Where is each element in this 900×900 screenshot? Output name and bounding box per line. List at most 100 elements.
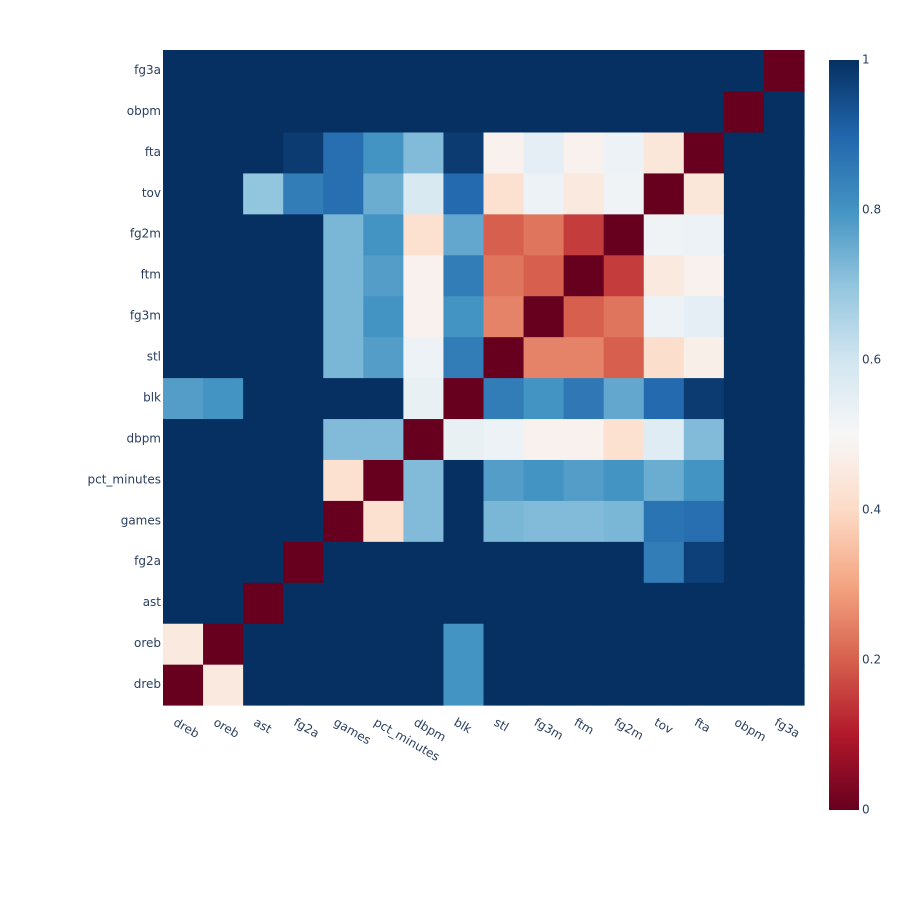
heatmap-cell-obpm-oreb xyxy=(203,90,244,133)
x-tick-label: tov xyxy=(652,715,676,737)
heatmap-cell-dbpm-fg3m xyxy=(523,418,565,460)
heatmap-cell-dreb-tov xyxy=(643,664,685,706)
heatmap-cell-games-ftm xyxy=(563,500,605,542)
heatmap-cell-oreb-games xyxy=(323,623,364,665)
heatmap-cell-pct_minutes-dbpm xyxy=(403,459,445,501)
heatmap-cell-tov-oreb xyxy=(203,172,244,215)
heatmap-cell-ftm-oreb xyxy=(203,254,244,297)
heatmap-cell-fg3m-tov xyxy=(643,295,685,338)
y-tick-label: blk xyxy=(143,390,161,404)
heatmap-cell-fg2a-blk xyxy=(443,541,485,583)
heatmap-cell-dreb-blk xyxy=(443,664,485,706)
heatmap-cell-fta-stl xyxy=(483,131,525,174)
heatmap-cell-obpm-ftm xyxy=(563,90,605,133)
heatmap-cell-fg2a-stl xyxy=(483,541,525,583)
heatmap-cell-ftm-fg2a xyxy=(283,254,324,297)
heatmap-cell-blk-tov xyxy=(643,377,685,420)
heatmap-cell-fg2a-tov xyxy=(643,541,685,583)
heatmap-cell-obpm-fg3m xyxy=(523,90,565,133)
heatmap-cell-fg3m-blk xyxy=(443,295,485,338)
heatmap-cell-pct_minutes-obpm xyxy=(723,459,765,501)
heatmap-cell-ftm-obpm xyxy=(723,254,765,297)
heatmap-cell-fg2m-pct_minutes xyxy=(363,213,404,256)
colorbar-tick-label: 0.2 xyxy=(862,653,881,667)
y-tick-label: games xyxy=(121,513,161,527)
heatmap-cell-blk-ast xyxy=(243,377,284,420)
heatmap-cell-fg3m-fg3a xyxy=(763,295,805,338)
heatmap-cell-pct_minutes-stl xyxy=(483,459,525,501)
heatmap-cell-stl-fta xyxy=(683,336,725,379)
heatmap-cell-pct_minutes-games xyxy=(323,459,364,501)
heatmap-cell-dreb-ast xyxy=(243,664,284,706)
heatmap-cell-games-ast xyxy=(243,500,284,542)
heatmap-cell-ast-games xyxy=(323,582,364,624)
heatmap-cell-ast-oreb xyxy=(203,582,244,624)
heatmap-cell-obpm-pct_minutes xyxy=(363,90,404,133)
heatmap-cell-fg3m-pct_minutes xyxy=(363,295,404,338)
heatmap-cell-tov-dreb xyxy=(163,172,204,215)
heatmap-cell-pct_minutes-fta xyxy=(683,459,725,501)
heatmap-cell-oreb-dreb xyxy=(163,623,204,665)
heatmap-cell-ast-dreb xyxy=(163,582,204,624)
heatmap-cell-fg2m-dbpm xyxy=(403,213,445,256)
heatmap-cell-ast-pct_minutes xyxy=(363,582,404,624)
heatmap-cell-fg2m-games xyxy=(323,213,364,256)
heatmap-cell-fg3a-dbpm xyxy=(403,50,445,92)
heatmap-cell-dreb-fg2m xyxy=(603,664,645,706)
heatmap-cell-stl-fg3a xyxy=(763,336,805,379)
heatmap-cell-fta-pct_minutes xyxy=(363,131,404,174)
colorbar-tick-label: 0 xyxy=(862,803,870,817)
heatmap-cell-fg3a-fta xyxy=(683,50,725,92)
heatmap-cell-fg3m-games xyxy=(323,295,364,338)
heatmap-cell-fg3m-fg3m xyxy=(523,295,565,338)
heatmap-cell-fg3a-obpm xyxy=(723,50,765,92)
heatmap-cell-stl-ast xyxy=(243,336,284,379)
heatmap-cell-fg3m-fg2a xyxy=(283,295,324,338)
heatmap-cell-obpm-fg2m xyxy=(603,90,645,133)
heatmap-cell-tov-fg3a xyxy=(763,172,805,215)
heatmap-cell-fg2a-fg3a xyxy=(763,541,805,583)
heatmap-cell-fg2a-oreb xyxy=(203,541,244,583)
heatmap-cell-oreb-oreb xyxy=(203,623,244,665)
heatmap-cell-games-oreb xyxy=(203,500,244,542)
heatmap-cell-fg2m-ftm xyxy=(563,213,605,256)
heatmap-cell-ftm-dreb xyxy=(163,254,204,297)
heatmap-cell-fg2m-stl xyxy=(483,213,525,256)
heatmap-cell-fg3a-stl xyxy=(483,50,525,92)
x-tick-label: fg2a xyxy=(291,715,321,741)
heatmap-cell-ast-dbpm xyxy=(403,582,445,624)
heatmap-cell-dreb-ftm xyxy=(563,664,605,706)
heatmap-cell-ftm-ftm xyxy=(563,254,605,297)
heatmap-cell-blk-pct_minutes xyxy=(363,377,404,420)
heatmap-cell-oreb-stl xyxy=(483,623,525,665)
x-tick-label: blk xyxy=(452,715,475,736)
heatmap-cell-tov-tov xyxy=(643,172,685,215)
y-tick-label: fta xyxy=(145,145,161,159)
heatmap-cell-pct_minutes-dreb xyxy=(163,459,204,501)
heatmap-cell-fg3m-oreb xyxy=(203,295,244,338)
heatmap-cell-fta-ast xyxy=(243,131,284,174)
heatmap-cell-dbpm-oreb xyxy=(203,418,244,460)
heatmap-cell-stl-tov xyxy=(643,336,685,379)
heatmap-cell-ftm-dbpm xyxy=(403,254,445,297)
heatmap-cell-blk-stl xyxy=(483,377,525,420)
heatmap-cell-fg2a-fg2m xyxy=(603,541,645,583)
heatmap-cell-ast-blk xyxy=(443,582,485,624)
heatmap-cell-obpm-games xyxy=(323,90,364,133)
heatmap-cell-games-dreb xyxy=(163,500,204,542)
colorbar-tick-label: 1 xyxy=(862,53,870,67)
y-tick-label: dbpm xyxy=(126,431,161,445)
heatmap-cell-games-dbpm xyxy=(403,500,445,542)
x-tick-label: fg2m xyxy=(612,715,646,743)
colorbar-tick-label: 0.8 xyxy=(862,203,881,217)
heatmap-cell-fg2a-fg3m xyxy=(523,541,565,583)
y-tick-label: oreb xyxy=(134,636,161,650)
heatmap-cell-ast-stl xyxy=(483,582,525,624)
heatmap-cell-oreb-fg3m xyxy=(523,623,565,665)
heatmap-cell-games-pct_minutes xyxy=(363,500,404,542)
heatmap-cell-stl-games xyxy=(323,336,364,379)
heatmap-cell-fta-tov xyxy=(643,131,685,174)
heatmap-cell-ast-tov xyxy=(643,582,685,624)
heatmap-cell-blk-obpm xyxy=(723,377,765,420)
